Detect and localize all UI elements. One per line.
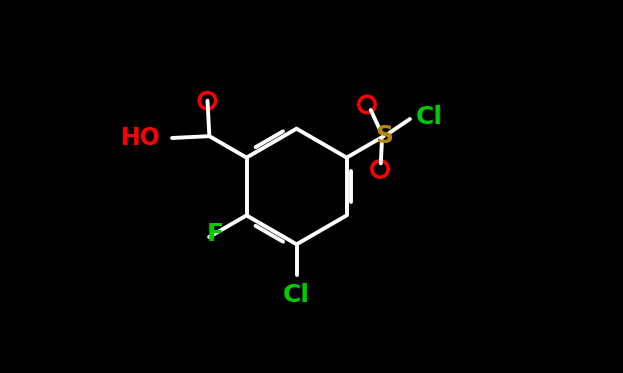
Text: Cl: Cl bbox=[416, 106, 442, 129]
Text: HO: HO bbox=[121, 126, 161, 150]
Text: Cl: Cl bbox=[283, 283, 310, 307]
Text: F: F bbox=[206, 222, 224, 246]
Text: S: S bbox=[375, 124, 392, 148]
